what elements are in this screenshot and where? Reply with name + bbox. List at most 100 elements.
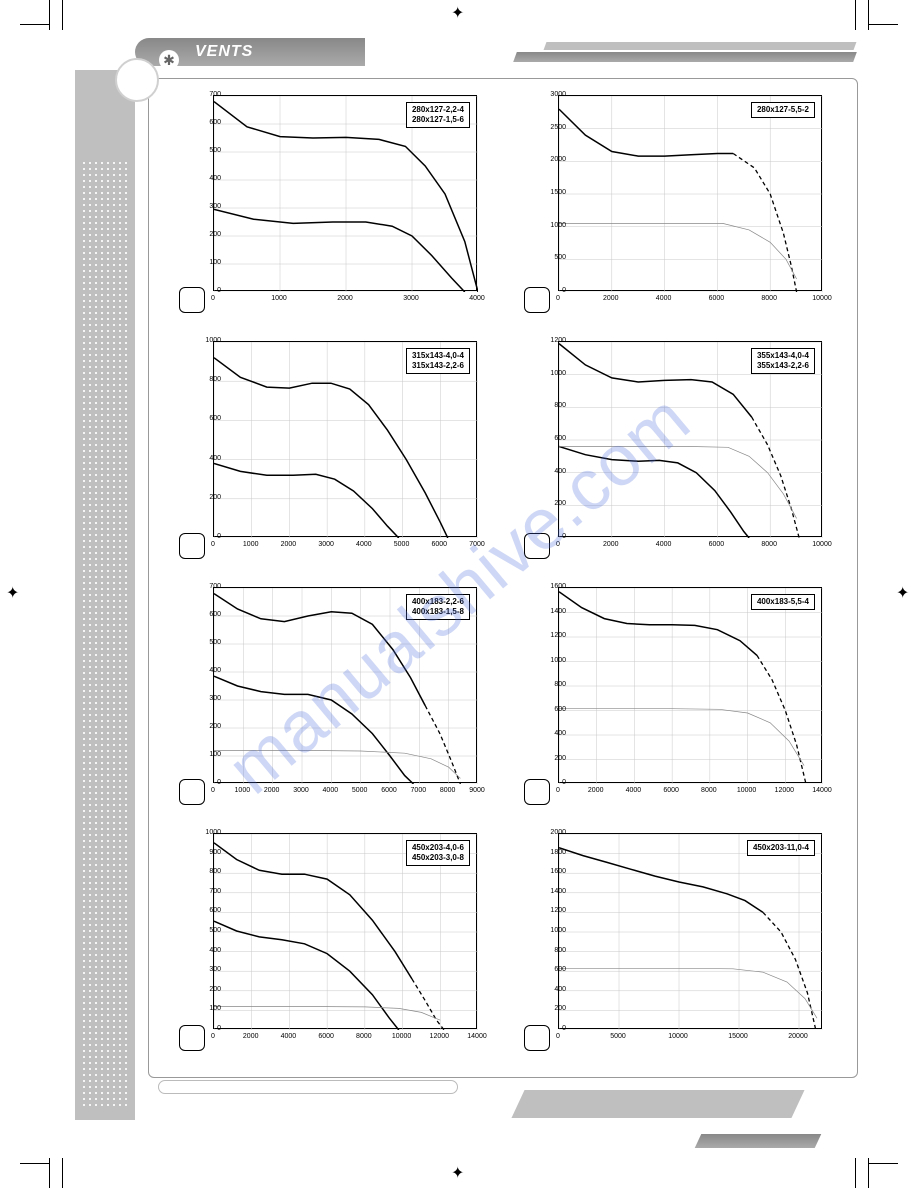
- y-tick-label: 1500: [542, 189, 566, 196]
- footer-accent: [511, 1090, 804, 1118]
- x-tick-label: 6000: [381, 787, 397, 794]
- crop-mark: [62, 1158, 63, 1188]
- x-tick-label: 0: [556, 1033, 560, 1040]
- y-tick-label: 800: [542, 681, 566, 688]
- chart-cell: 400x183-2,2-6400x183-1,5-801002003004005…: [179, 587, 489, 807]
- y-tick-label: 400: [197, 455, 221, 462]
- y-tick-label: 2000: [542, 829, 566, 836]
- chart-label: 400x183-2,2-6400x183-1,5-8: [406, 594, 470, 620]
- x-tick-label: 3000: [403, 295, 419, 302]
- x-tick-label: 0: [556, 787, 560, 794]
- y-tick-label: 500: [197, 927, 221, 934]
- x-tick-label: 10000: [812, 295, 831, 302]
- y-tick-label: 400: [197, 175, 221, 182]
- x-tick-label: 10000: [392, 1033, 411, 1040]
- y-tick-label: 200: [197, 723, 221, 730]
- y-tick-label: 700: [197, 91, 221, 98]
- x-tick-label: 1000: [271, 295, 287, 302]
- crop-mark: [20, 24, 50, 25]
- y-tick-label: 1200: [542, 337, 566, 344]
- x-tick-label: 4000: [469, 295, 485, 302]
- x-tick-label: 2000: [588, 787, 604, 794]
- x-tick-label: 0: [211, 1033, 215, 1040]
- x-tick-label: 20000: [788, 1033, 807, 1040]
- chart-tab: [179, 533, 205, 559]
- chart-tab: [524, 287, 550, 313]
- y-tick-label: 400: [542, 468, 566, 475]
- chart-cell: 355x143-4,0-4355x143-2,2-602004006008001…: [524, 341, 834, 561]
- y-tick-label: 2000: [542, 156, 566, 163]
- chart-box: 450x203-11,0-4: [558, 833, 822, 1029]
- crop-mark: [868, 24, 898, 25]
- x-tick-label: 5000: [610, 1033, 626, 1040]
- y-tick-label: 1800: [542, 849, 566, 856]
- y-tick-label: 700: [197, 583, 221, 590]
- y-tick-label: 1400: [542, 888, 566, 895]
- fan-icon: ✱: [159, 50, 179, 70]
- y-tick-label: 1600: [542, 868, 566, 875]
- x-tick-label: 6000: [318, 1033, 334, 1040]
- page-footer: [148, 1080, 858, 1098]
- x-tick-label: 9000: [469, 787, 485, 794]
- footer-accent: [695, 1134, 822, 1148]
- x-tick-label: 6000: [709, 295, 725, 302]
- chart-cell: 450x203-11,0-402004006008001000120014001…: [524, 833, 834, 1053]
- chart-cell: 280x127-2,2-4280x127-1,5-601002003004005…: [179, 95, 489, 315]
- y-tick-label: 400: [542, 986, 566, 993]
- chart-box: 400x183-5,5-4: [558, 587, 822, 783]
- registration-mark-icon: ✦: [451, 1166, 467, 1182]
- chart-cell: 280x127-5,5-2050010001500200025003000020…: [524, 95, 834, 315]
- chart-tab: [524, 1025, 550, 1051]
- y-tick-label: 2500: [542, 124, 566, 131]
- y-tick-label: 200: [542, 755, 566, 762]
- y-tick-label: 500: [197, 639, 221, 646]
- chart-label: 450x203-4,0-6450x203-3,0-8: [406, 840, 470, 866]
- y-tick-label: 600: [197, 611, 221, 618]
- chart-label: 355x143-4,0-4355x143-2,2-6: [751, 348, 815, 374]
- y-tick-label: 200: [542, 1005, 566, 1012]
- y-tick-label: 600: [542, 706, 566, 713]
- x-tick-label: 4000: [356, 541, 372, 548]
- registration-mark-icon: ✦: [451, 6, 467, 22]
- x-tick-label: 14000: [812, 787, 831, 794]
- y-tick-label: 1000: [542, 370, 566, 377]
- y-tick-label: 400: [542, 730, 566, 737]
- y-tick-label: 1200: [542, 907, 566, 914]
- y-tick-label: 700: [197, 888, 221, 895]
- y-tick-label: 1600: [542, 583, 566, 590]
- chart-tab: [524, 779, 550, 805]
- chart-tab: [179, 1025, 205, 1051]
- x-tick-label: 0: [556, 295, 560, 302]
- x-tick-label: 8000: [761, 295, 777, 302]
- x-tick-label: 10000: [668, 1033, 687, 1040]
- x-tick-label: 10000: [737, 787, 756, 794]
- y-tick-label: 800: [542, 402, 566, 409]
- y-tick-label: 600: [542, 435, 566, 442]
- y-tick-label: 600: [197, 119, 221, 126]
- x-tick-label: 2000: [603, 541, 619, 548]
- crop-mark: [20, 1163, 50, 1164]
- chart-box: 280x127-5,5-2: [558, 95, 822, 291]
- footer-pill: [158, 1080, 458, 1094]
- x-tick-label: 5000: [352, 787, 368, 794]
- x-tick-label: 0: [211, 295, 215, 302]
- chart-cell: 400x183-5,5-4020040060080010001200140016…: [524, 587, 834, 807]
- chart-box: 315x143-4,0-4315x143-2,2-6: [213, 341, 477, 537]
- chart-label: 400x183-5,5-4: [751, 594, 815, 610]
- x-tick-label: 3000: [293, 787, 309, 794]
- y-tick-label: 100: [197, 751, 221, 758]
- x-tick-label: 8000: [440, 787, 456, 794]
- x-tick-label: 4000: [323, 787, 339, 794]
- y-tick-label: 800: [197, 868, 221, 875]
- x-tick-label: 2000: [337, 295, 353, 302]
- y-tick-label: 200: [197, 986, 221, 993]
- x-tick-label: 8000: [356, 1033, 372, 1040]
- y-tick-label: 1200: [542, 632, 566, 639]
- y-tick-label: 600: [542, 966, 566, 973]
- crop-mark: [868, 1163, 898, 1164]
- y-tick-label: 600: [197, 415, 221, 422]
- crop-mark: [855, 1158, 856, 1188]
- crop-mark: [855, 0, 856, 30]
- chart-svg: [559, 588, 823, 784]
- x-tick-label: 8000: [701, 787, 717, 794]
